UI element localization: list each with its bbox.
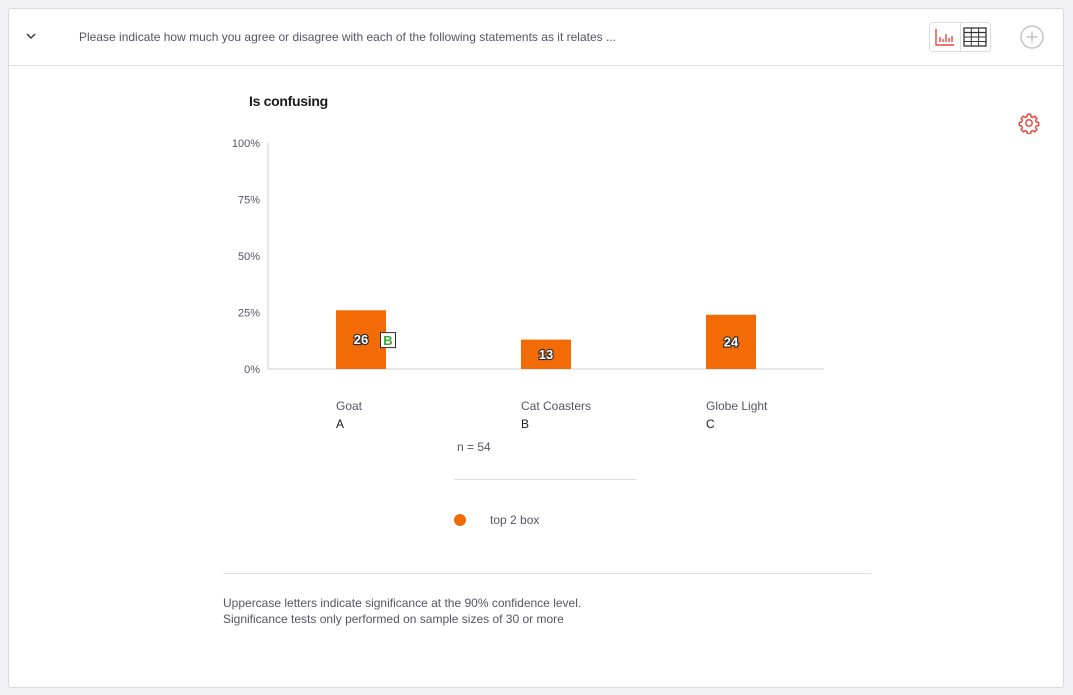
bar-chart: 0% 25% 50% 75% 100% 26 B Goat A 13 Cat Coasters B 24… (232, 138, 824, 431)
footnote-sample-size: Significance tests only performed on sam… (223, 612, 564, 626)
legend-swatch (454, 514, 466, 526)
chart-title: Is confusing (249, 93, 328, 109)
legend-divider (454, 479, 636, 480)
table-view-button[interactable] (959, 23, 991, 51)
bar-chart-icon (935, 29, 954, 46)
question-text: Please indicate how much you agree or di… (79, 30, 616, 44)
legend-item: top 2 box (454, 513, 539, 527)
bar-value-label: 24 (724, 334, 739, 349)
bar (336, 310, 386, 369)
gear-icon[interactable] (1018, 112, 1040, 134)
y-tick-label: 25% (238, 308, 260, 320)
category-letter: B (521, 417, 529, 431)
y-tick-label: 50% (238, 251, 260, 263)
table-icon (963, 27, 987, 47)
bar-value-label: 26 (354, 332, 368, 347)
bar (521, 339, 571, 369)
bar (706, 314, 756, 369)
y-tick-label: 100% (232, 138, 260, 150)
chart-view-button[interactable] (930, 23, 960, 51)
view-toggle (929, 22, 991, 52)
significance-badge (380, 332, 396, 349)
category-label: Globe Light (706, 399, 768, 413)
significance-letter: B (383, 333, 392, 348)
y-tick-label: 75% (238, 195, 260, 207)
card-header: Please indicate how much you agree or di… (9, 9, 1063, 66)
category-letter: A (336, 417, 344, 431)
footnote-significance: Uppercase letters indicate significance … (223, 596, 582, 610)
y-tick-label: 0% (244, 364, 260, 376)
category-label: Goat (336, 399, 363, 413)
chevron-down-icon[interactable] (24, 29, 38, 43)
footnote-divider (223, 573, 871, 574)
category-label: Cat Coasters (521, 399, 591, 413)
bar-value-label: 13 (539, 347, 553, 362)
plus-circle-icon[interactable] (1019, 24, 1045, 50)
sample-size-label: n = 54 (457, 440, 491, 454)
question-card: Please indicate how much you agree or di… (8, 8, 1064, 688)
category-letter: C (706, 417, 715, 431)
legend-label: top 2 box (490, 513, 540, 527)
